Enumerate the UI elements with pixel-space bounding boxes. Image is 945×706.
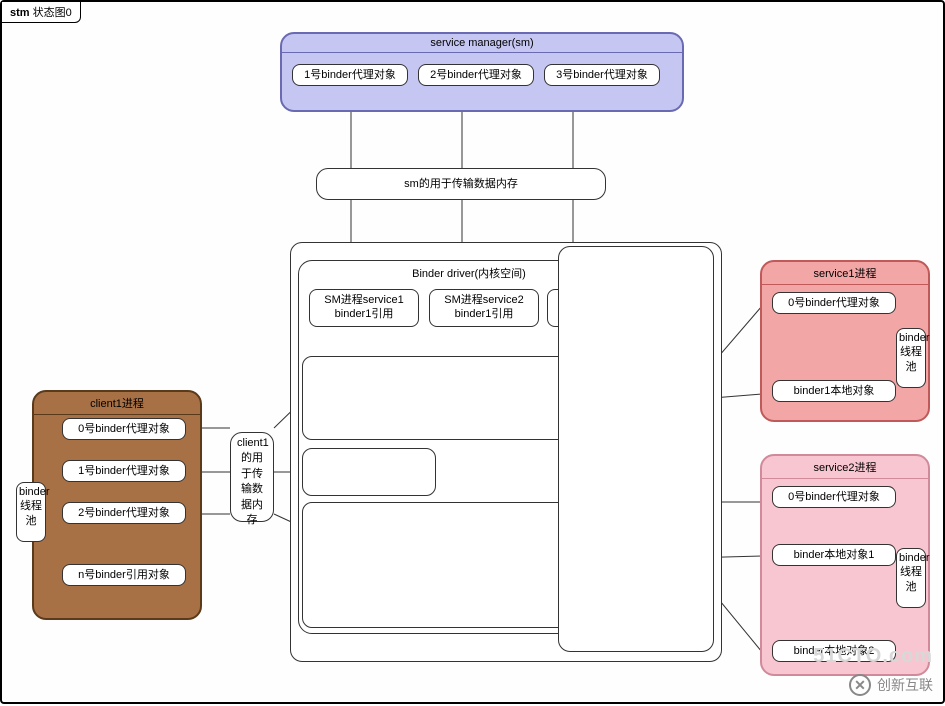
diagram-tab: stm 状态图0 xyxy=(1,1,81,23)
diagram-canvas: stm 状态图0 xyxy=(0,0,945,704)
svc1-thread-pool: binder线程池 xyxy=(896,328,926,388)
faded-watermark: 51CTO.com xyxy=(813,645,933,668)
service-manager-title: service manager(sm) xyxy=(282,34,682,53)
svc2-local-1: binder本地对象1 xyxy=(772,544,896,566)
client-proxy-1: 1号binder代理对象 xyxy=(62,460,186,482)
service-manager-box: service manager(sm) 1号binder代理对象 2号binde… xyxy=(280,32,684,112)
service2-title: service2进程 xyxy=(762,456,928,479)
client-thread-pool: binder线程池 xyxy=(16,482,46,542)
brand-watermark: ✕ 创新互联 xyxy=(849,674,933,696)
brand-text: 创新互联 xyxy=(877,675,933,695)
svc2-proxy-0: 0号binder代理对象 xyxy=(772,486,896,508)
sm-proxy-3: 3号binder代理对象 xyxy=(544,64,660,86)
service1-title: service1进程 xyxy=(762,262,928,285)
client-memory-box: client1的用于传输数据内存 xyxy=(230,432,274,522)
client1-box: client1进程 0号binder代理对象 1号binder代理对象 2号bi… xyxy=(32,390,202,620)
svc2-thread-pool: binder线程池 xyxy=(896,548,926,608)
sm-ref-2: SM进程service2 binder1引用 xyxy=(429,289,539,327)
sm-proxy-1: 1号binder代理对象 xyxy=(292,64,408,86)
client-proxy-0: 0号binder代理对象 xyxy=(62,418,186,440)
svc1-proxy-0: 0号binder代理对象 xyxy=(772,292,896,314)
brand-logo-icon: ✕ xyxy=(849,674,871,696)
client1-title: client1进程 xyxy=(34,392,200,415)
svc1-local-1: binder1本地对象 xyxy=(772,380,896,402)
sm-memory-box: sm的用于传输数据内存 xyxy=(316,168,606,200)
driver-subgroup-2 xyxy=(302,448,436,496)
client-proxy-2: 2号binder代理对象 xyxy=(62,502,186,524)
tab-label: 状态图0 xyxy=(33,7,72,19)
svc-mem-container xyxy=(558,246,714,652)
sm-ref-1: SM进程service1 binder1引用 xyxy=(309,289,419,327)
sm-proxy-2: 2号binder代理对象 xyxy=(418,64,534,86)
tab-prefix: stm xyxy=(10,7,30,19)
client-proxy-n: n号binder引用对象 xyxy=(62,564,186,586)
